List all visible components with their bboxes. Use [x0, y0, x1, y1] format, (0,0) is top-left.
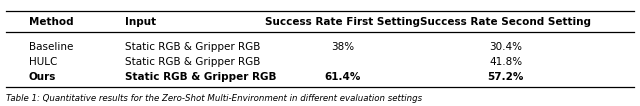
Text: HULC: HULC: [29, 57, 57, 67]
Text: Static RGB & Gripper RGB: Static RGB & Gripper RGB: [125, 42, 260, 52]
Text: 38%: 38%: [331, 42, 354, 52]
Text: Success Rate Second Setting: Success Rate Second Setting: [420, 17, 591, 27]
Text: Static RGB & Gripper RGB: Static RGB & Gripper RGB: [125, 57, 260, 67]
Text: Input: Input: [125, 17, 156, 27]
Text: Ours: Ours: [29, 72, 56, 82]
Text: Static RGB & Gripper RGB: Static RGB & Gripper RGB: [125, 72, 276, 82]
Text: Baseline: Baseline: [29, 42, 73, 52]
Text: Success Rate First Setting: Success Rate First Setting: [265, 17, 420, 27]
Text: Table 1: Quantitative results for the Zero-Shot Multi-Environment in different e: Table 1: Quantitative results for the Ze…: [6, 94, 422, 103]
Text: 30.4%: 30.4%: [489, 42, 522, 52]
Text: Method: Method: [29, 17, 74, 27]
Text: 57.2%: 57.2%: [488, 72, 524, 82]
Text: 41.8%: 41.8%: [489, 57, 522, 67]
Text: 61.4%: 61.4%: [324, 72, 360, 82]
